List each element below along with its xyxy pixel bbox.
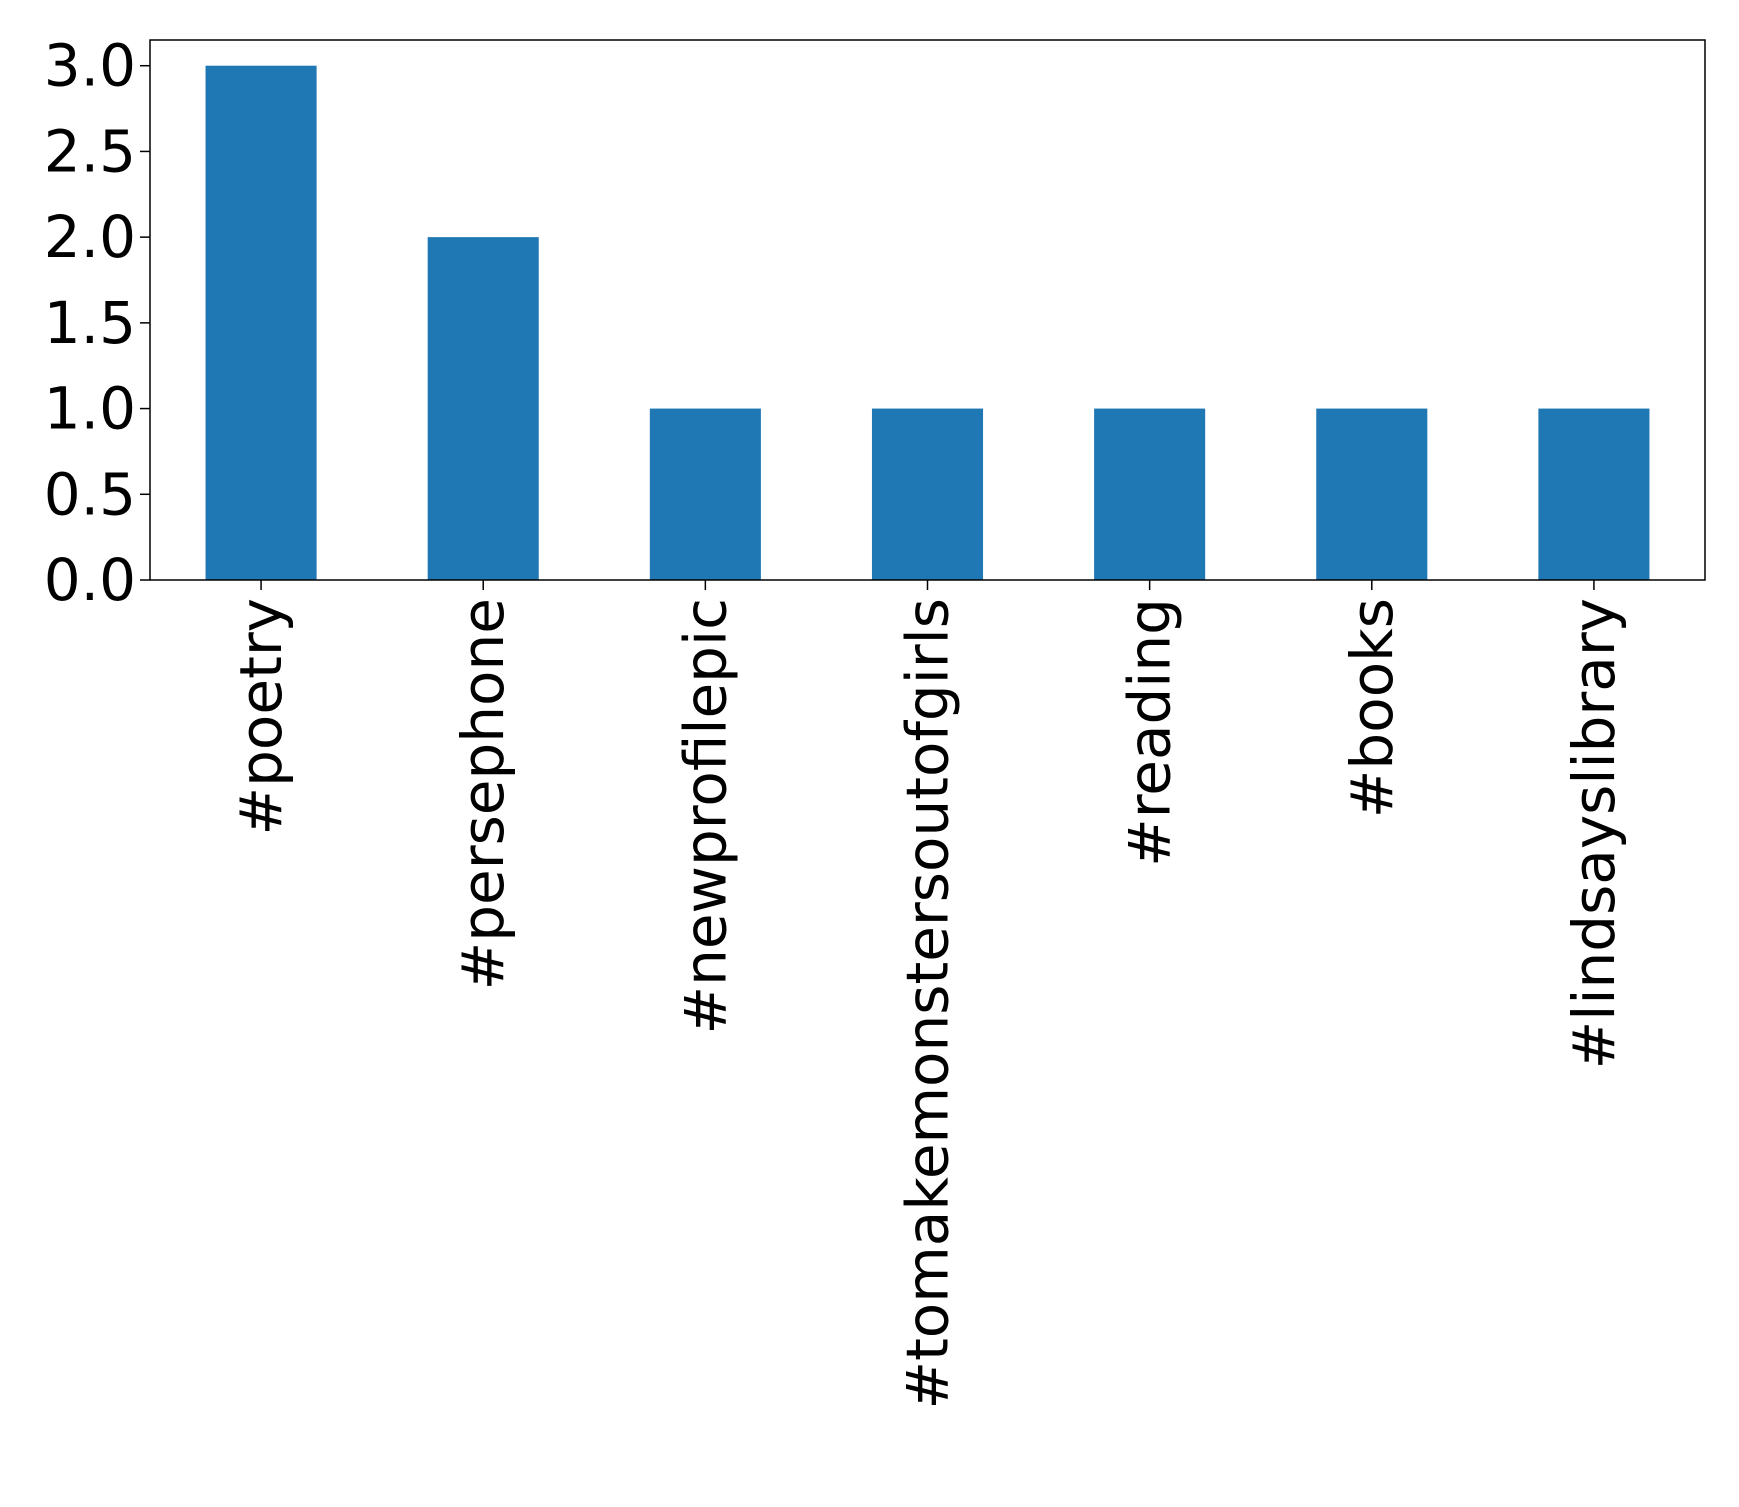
x-axis: #poetry #persephone #newprofilepic #tomakem… [227,580,1628,1410]
bar-3 [871,408,984,580]
xtick-label-6: #lindsayslibrary [1560,598,1628,1069]
bar-0 [205,65,317,580]
bar-1 [427,237,539,580]
xtick-label-1: #persephone [449,598,517,990]
ytick-label-0: 0.0 [44,546,136,614]
xtick-label-2: #newprofilepic [671,598,739,1035]
bar-6 [1538,408,1650,580]
ytick-label-4: 2.0 [44,203,136,271]
bar-2 [649,408,761,580]
ytick-label-1: 0.5 [44,460,136,528]
ytick-label-3: 1.5 [44,289,136,357]
bar-4 [1094,408,1206,580]
xtick-label-3: #tomakemonstersoutofgirls [894,598,962,1410]
ytick-label-2: 1.0 [44,375,136,443]
xtick-label-0: #poetry [227,598,295,836]
bars-layer [205,65,1650,580]
ytick-label-5: 2.5 [44,117,136,185]
xtick-label-5: #books [1338,598,1406,818]
plot-frame [149,39,1706,581]
y-axis: 0.0 0.5 1.0 1.5 2.0 2.5 3.0 [44,32,150,614]
ytick-label-6: 3.0 [44,32,136,100]
bar-5 [1316,408,1428,580]
xtick-label-4: #reading [1116,598,1184,867]
